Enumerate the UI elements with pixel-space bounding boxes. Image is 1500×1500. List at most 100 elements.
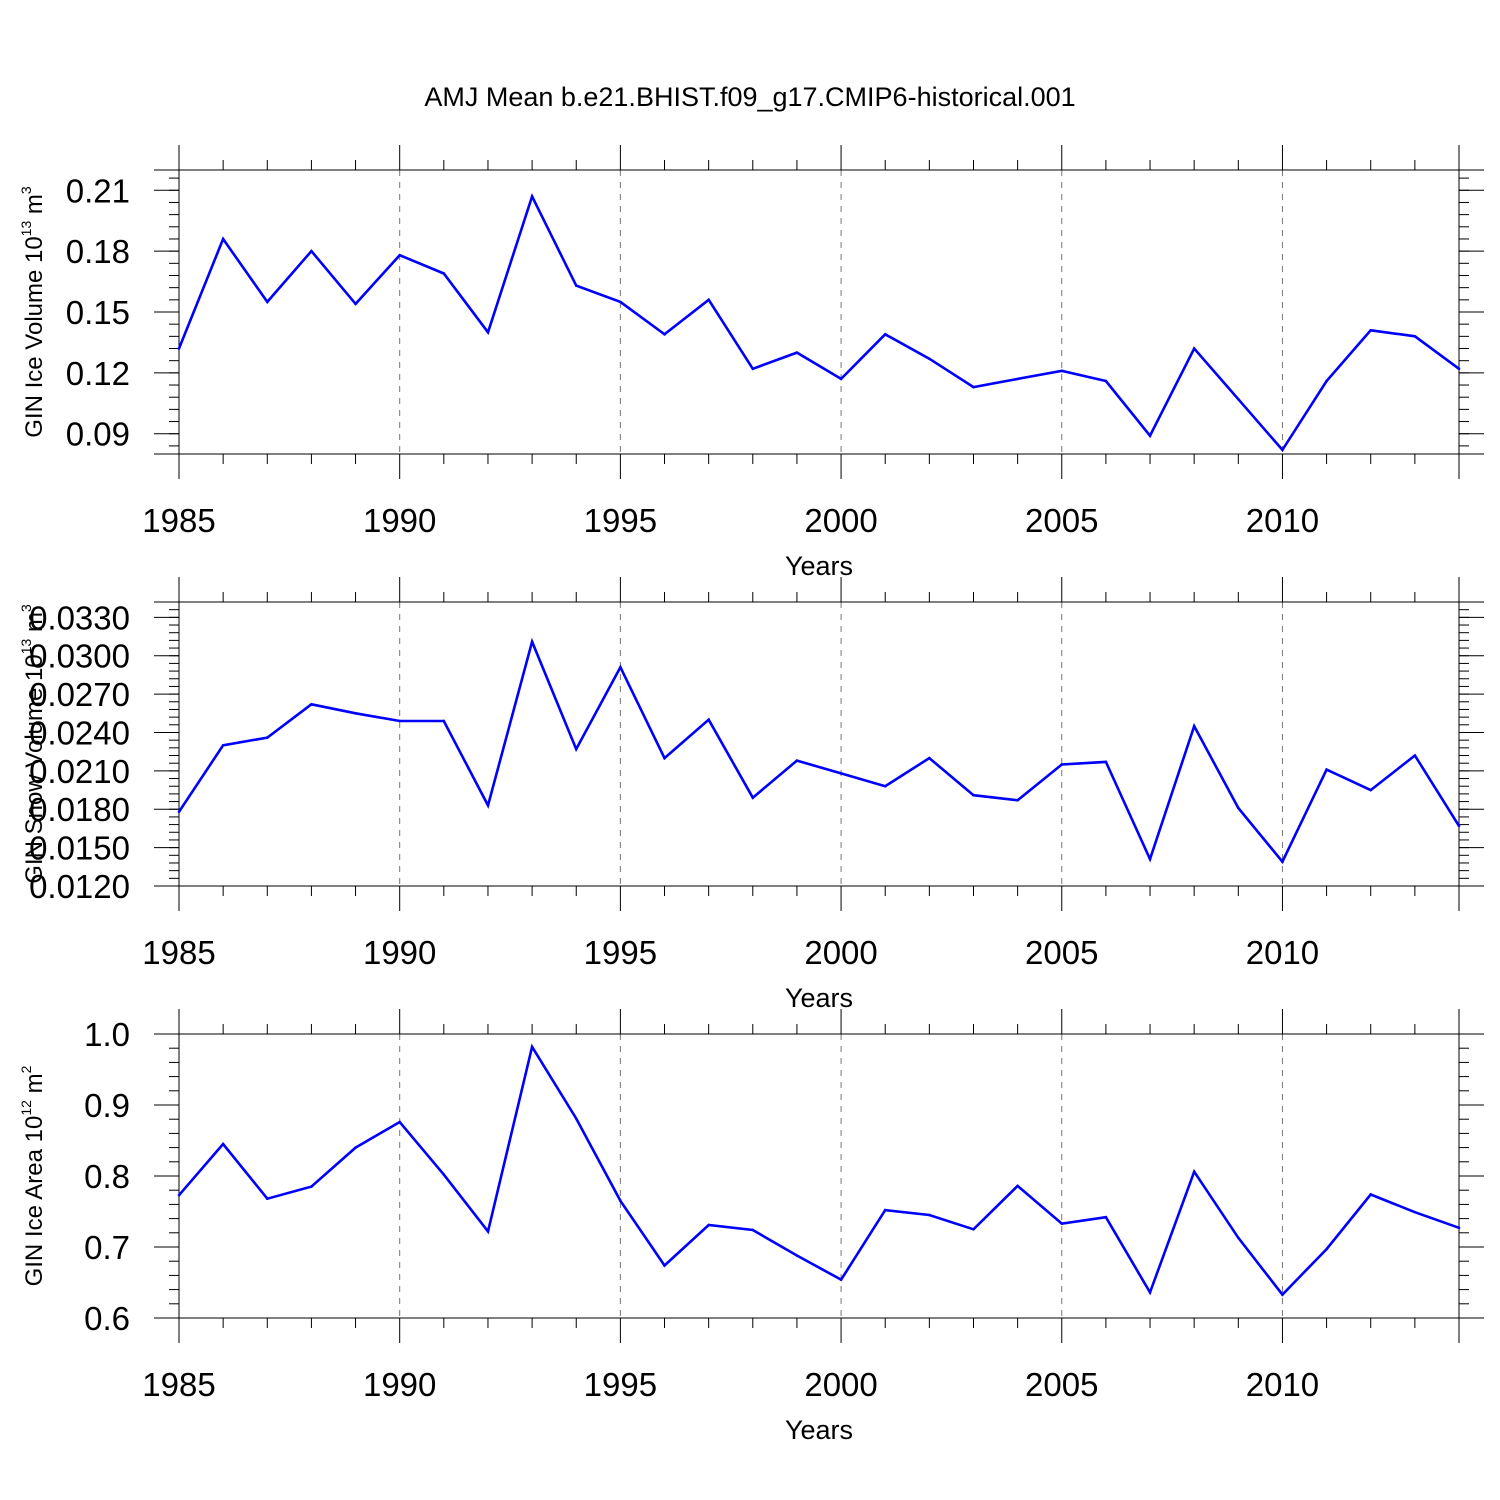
data-point	[221, 743, 225, 747]
data-point	[354, 711, 357, 715]
data-point	[928, 756, 931, 760]
data-point	[707, 718, 710, 721]
data-point	[265, 736, 269, 739]
plot-frame	[178, 169, 1460, 455]
data-point	[1369, 1193, 1373, 1196]
data-point	[1192, 724, 1196, 728]
panel-1: 1985 1990 1995 2000 2005 2010 Years 0.09 0.12 0.1…	[18, 145, 1484, 581]
series-line	[178, 1043, 1460, 1297]
y-axis-title-unit-exponent: 3	[18, 186, 34, 194]
y-axis-title: GIN Ice Volume 1013 m3	[18, 186, 48, 438]
data-point	[530, 1045, 534, 1049]
y-tick-label: 0.09	[66, 416, 130, 453]
data-point	[839, 1278, 843, 1281]
data-point	[265, 1197, 269, 1201]
y-axis-title-exponent: 13	[18, 221, 34, 237]
series-line	[177, 192, 1460, 453]
y-axis-title-exponent: 12	[18, 1100, 34, 1116]
y-axis-title-unit: m	[21, 1073, 48, 1100]
x-tick-label: 2010	[1246, 1366, 1319, 1403]
y-axis-title-text: GIN Snow Volume 10	[21, 654, 48, 883]
data-point	[265, 300, 269, 304]
data-point	[663, 1264, 666, 1267]
data-point	[1325, 1247, 1328, 1251]
data-point	[928, 357, 931, 360]
x-tick-label: 1985	[142, 934, 215, 971]
data-point	[486, 1230, 490, 1233]
data-point	[1148, 857, 1152, 861]
data-point	[1413, 335, 1417, 338]
data-point	[1281, 1293, 1284, 1296]
data-point	[310, 703, 313, 706]
data-point	[751, 1228, 755, 1232]
data-point	[530, 640, 534, 643]
data-point	[1457, 367, 1461, 371]
y-axis-title: GIN Ice Area 1012 m2	[18, 1065, 48, 1286]
y-axis-title-text: GIN Ice Volume 10	[21, 236, 48, 437]
data-point	[442, 719, 446, 723]
data-point	[883, 333, 887, 336]
data-point	[398, 1120, 401, 1124]
y-axis-title-unit: m	[21, 612, 48, 639]
data-point	[972, 793, 975, 797]
data-point	[1237, 806, 1240, 810]
panel-2: 1985 1990 1995 2000 2005 2010 Years 0.01200.015…	[18, 577, 1484, 1013]
x-tick-label: 1990	[363, 1366, 436, 1403]
data-point	[1369, 328, 1373, 332]
y-tick-label: 0.0330	[29, 599, 130, 636]
y-tick-label: 0.12	[66, 355, 130, 392]
data-point	[619, 1199, 622, 1203]
data-point	[1104, 760, 1108, 764]
x-axis-title: Years	[785, 1415, 853, 1445]
data-point	[354, 1146, 357, 1149]
data-point	[883, 784, 887, 788]
data-point	[1237, 397, 1240, 401]
y-axis-title-unit-exponent: 2	[18, 1065, 34, 1073]
data-point	[1104, 379, 1108, 383]
data-point	[574, 284, 578, 287]
data-point	[972, 385, 975, 389]
data-point	[1457, 824, 1461, 828]
x-tick-label: 1990	[363, 934, 436, 971]
data-point	[619, 300, 622, 304]
data-point	[310, 1185, 313, 1188]
y-tick-label: 0.7	[84, 1229, 130, 1266]
data-point	[221, 1142, 225, 1146]
data-point	[707, 1223, 710, 1227]
data-point	[839, 772, 843, 775]
x-tick-label: 2005	[1025, 1366, 1098, 1403]
data-point	[1192, 347, 1196, 350]
panel-3: 1985 1990 1995 2000 2005 2010 Years 0.6 0.7 0.8 0.…	[18, 1009, 1484, 1445]
data-point	[1016, 1184, 1019, 1188]
data-point	[663, 756, 666, 760]
data-point	[795, 1254, 799, 1257]
data-point	[177, 347, 181, 350]
y-axis-title-unit-exponent: 3	[18, 604, 34, 612]
y-axis-title: GIN Snow Volume 1013 m3	[18, 604, 48, 884]
data-point	[1104, 1215, 1108, 1219]
data-point	[839, 377, 843, 381]
y-tick-label: 0.15	[66, 294, 130, 331]
series-line	[177, 637, 1461, 865]
y-tick-label: 1.0	[84, 1016, 130, 1053]
y-tick-label: 0.0120	[29, 868, 130, 905]
data-point	[310, 249, 313, 253]
data-point	[442, 1173, 446, 1176]
data-point	[1457, 1226, 1461, 1230]
x-tick-label: 2000	[804, 1366, 877, 1403]
data-point	[1016, 798, 1019, 802]
data-point	[1281, 448, 1284, 452]
y-tick-label: 0.9	[84, 1087, 130, 1124]
data-point	[1237, 1236, 1240, 1240]
data-point	[221, 237, 225, 241]
data-point	[928, 1213, 931, 1217]
data-point	[354, 302, 357, 306]
x-axis-title: Years	[785, 983, 853, 1013]
chart-title: AMJ Mean b.e21.BHIST.f09_g17.CMIP6-histo…	[424, 82, 1075, 112]
data-point	[574, 1117, 578, 1120]
data-point	[795, 351, 799, 354]
x-tick-label: 2005	[1025, 934, 1098, 971]
y-axis-title-unit: m	[21, 194, 48, 221]
data-point	[442, 272, 446, 275]
